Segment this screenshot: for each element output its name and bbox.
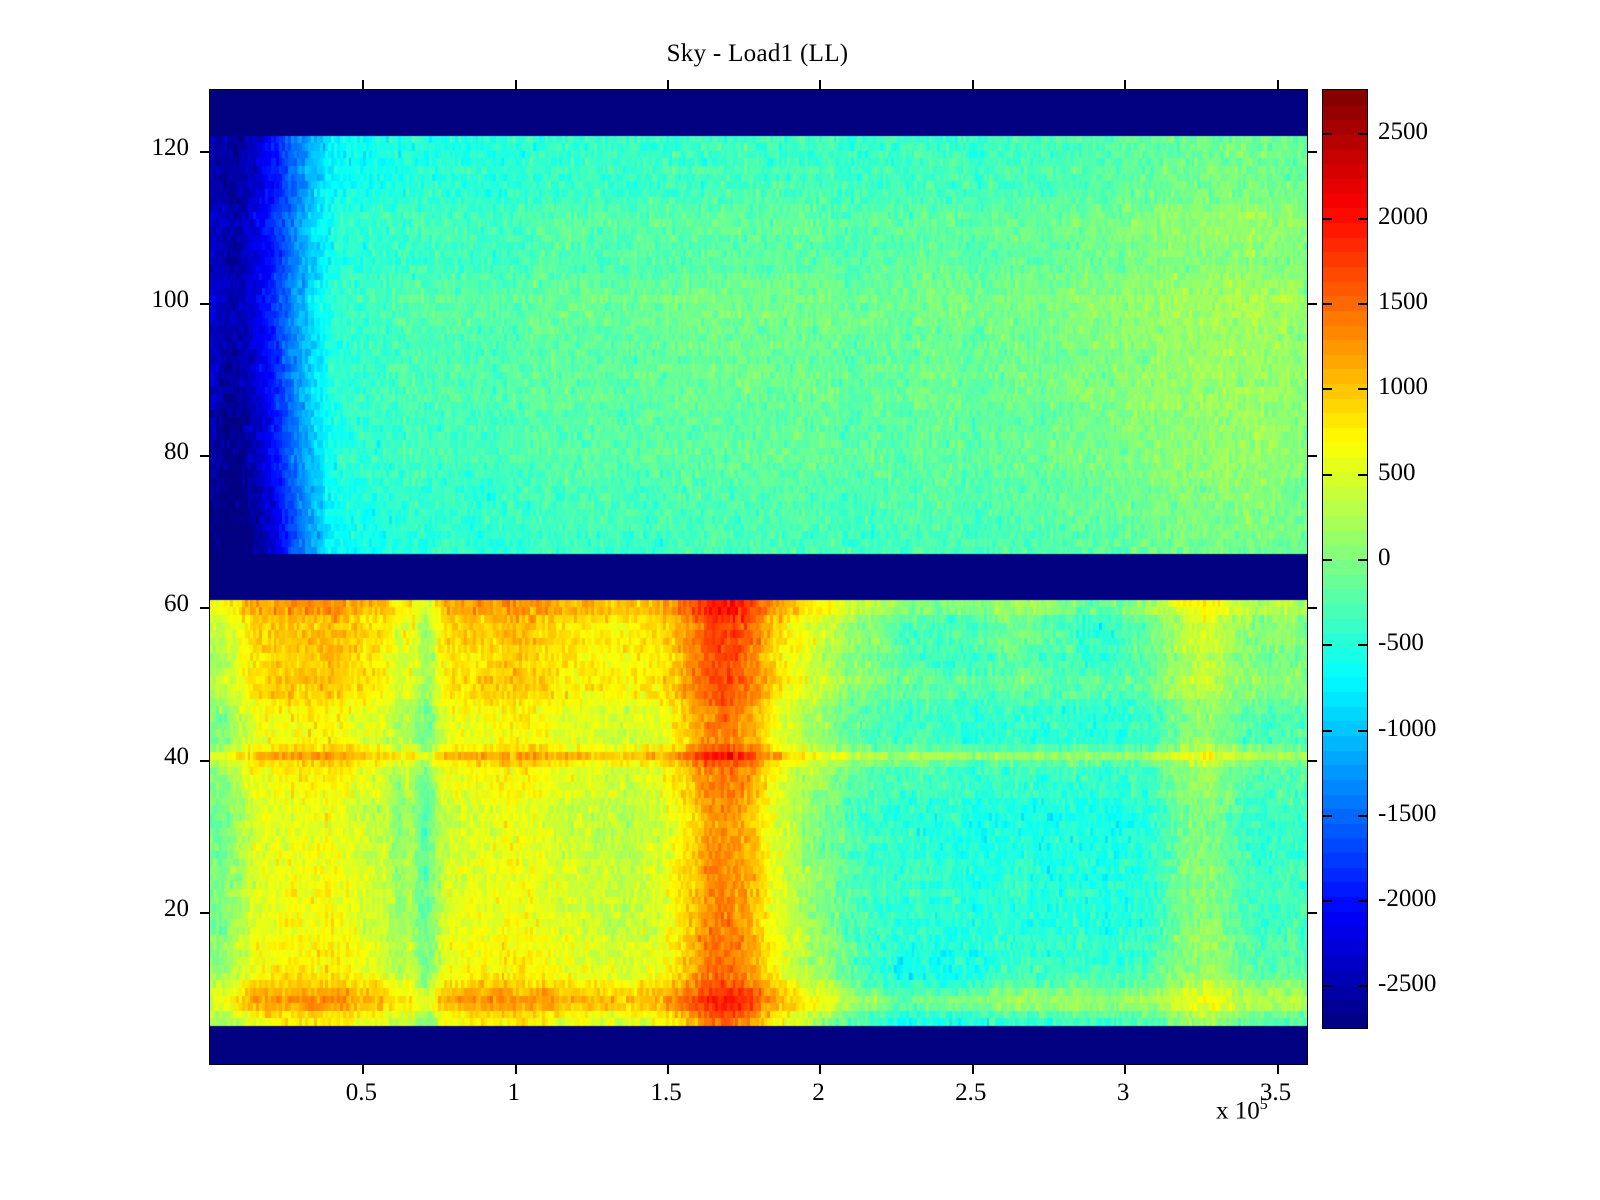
colorbar-tick-mark-right xyxy=(1358,217,1367,220)
colorbar-tick-mark xyxy=(1323,388,1332,391)
y-tick-mark xyxy=(200,455,210,458)
x-tick-label: 3.5 xyxy=(1259,1079,1292,1106)
y-tick-label: 100 xyxy=(151,286,190,314)
y-tick-mark-right xyxy=(1307,303,1317,306)
y-tick-mark xyxy=(200,911,210,914)
colorbar-tick-label: 0 xyxy=(1378,544,1391,571)
colorbar-tick-mark xyxy=(1323,814,1332,817)
x-tick-mark-top xyxy=(1276,80,1279,90)
y-tick-mark xyxy=(200,303,210,306)
colorbar-tick-mark-right xyxy=(1358,644,1367,647)
colorbar-tick-mark xyxy=(1323,132,1332,135)
x-tick-mark-top xyxy=(1124,80,1127,90)
colorbar-tick-mark-right xyxy=(1358,132,1367,135)
colorbar-tick-mark-right xyxy=(1358,473,1367,476)
colorbar-tick-label: -1000 xyxy=(1378,714,1437,742)
y-tick-label: 40 xyxy=(164,742,189,770)
x-tick-mark-top xyxy=(514,80,517,90)
y-tick-mark-right xyxy=(1307,150,1317,153)
x-tick-mark xyxy=(514,1064,517,1074)
x-tick-mark xyxy=(819,1064,822,1074)
y-tick-mark-right xyxy=(1307,911,1317,914)
x-tick-mark xyxy=(362,1064,365,1074)
x-tick-mark xyxy=(1276,1064,1279,1074)
colorbar-tick-mark xyxy=(1323,217,1332,220)
y-tick-mark xyxy=(200,150,210,153)
y-tick-mark xyxy=(200,759,210,762)
x-tick-mark xyxy=(971,1064,974,1074)
x-tick-label: 2.5 xyxy=(955,1079,987,1106)
x-tick-mark-top xyxy=(819,80,822,90)
colorbar-tick-label: -2000 xyxy=(1378,885,1437,913)
x-tick-label: 2 xyxy=(812,1079,825,1106)
heatmap-image xyxy=(210,90,1307,1064)
x-tick-mark-top xyxy=(971,80,974,90)
colorbar-tick-mark-right xyxy=(1358,814,1367,817)
colorbar-tick-label: 2500 xyxy=(1378,117,1428,145)
y-tick-label: 120 xyxy=(151,133,190,161)
y-tick-mark-right xyxy=(1307,607,1317,610)
colorbar-tick-label: 500 xyxy=(1378,458,1416,486)
x-axis-exponent-power: 5 xyxy=(1259,1096,1268,1113)
x-axis-exponent-mantissa: x 10 xyxy=(1216,1097,1260,1125)
x-axis-exponent-label: x 105 xyxy=(1216,1096,1268,1125)
x-tick-label: 0.5 xyxy=(345,1079,377,1106)
colorbar-tick-mark xyxy=(1323,900,1332,903)
colorbar-tick-mark xyxy=(1323,729,1332,732)
colorbar-tick-label: -1500 xyxy=(1378,799,1437,827)
colorbar-tick-mark-right xyxy=(1358,985,1367,988)
colorbar-tick-mark xyxy=(1323,644,1332,647)
y-tick-label: 80 xyxy=(164,438,189,466)
colorbar-tick-mark xyxy=(1323,303,1332,306)
colorbar-tick-label: 1000 xyxy=(1378,373,1428,401)
x-tick-label: 1.5 xyxy=(650,1079,682,1106)
x-tick-mark-top xyxy=(667,80,670,90)
x-tick-mark-top xyxy=(362,80,365,90)
colorbar-tick-mark-right xyxy=(1358,388,1367,391)
heatmap-axes xyxy=(200,80,1317,1074)
colorbar-tick-label: 1500 xyxy=(1378,288,1428,316)
colorbar-tick-mark-right xyxy=(1358,729,1367,732)
colorbar-tick-label: 2000 xyxy=(1378,202,1428,230)
colorbar-tick-mark xyxy=(1323,559,1332,561)
colorbar-tick-mark-right xyxy=(1358,303,1367,306)
x-tick-mark xyxy=(667,1064,670,1074)
colorbar-tick-label: -2500 xyxy=(1378,970,1437,998)
colorbar-tick-mark-right xyxy=(1358,559,1367,561)
page-title: Sky - Load1 (LL) xyxy=(666,40,849,67)
y-tick-label: 20 xyxy=(164,894,189,922)
y-tick-label: 60 xyxy=(164,590,189,618)
colorbar-tick-mark-right xyxy=(1358,900,1367,903)
colorbar xyxy=(1322,89,1368,1029)
y-tick-mark-right xyxy=(1307,759,1317,762)
colorbar-tick-mark xyxy=(1323,985,1332,988)
colorbar-tick-label: -500 xyxy=(1378,629,1424,657)
colorbar-tick-mark xyxy=(1323,473,1332,476)
x-tick-label: 1 xyxy=(507,1079,520,1106)
y-tick-mark xyxy=(200,607,210,610)
x-tick-label: 3 xyxy=(1116,1079,1130,1106)
x-tick-mark xyxy=(1124,1064,1127,1074)
y-tick-mark-right xyxy=(1307,455,1317,458)
